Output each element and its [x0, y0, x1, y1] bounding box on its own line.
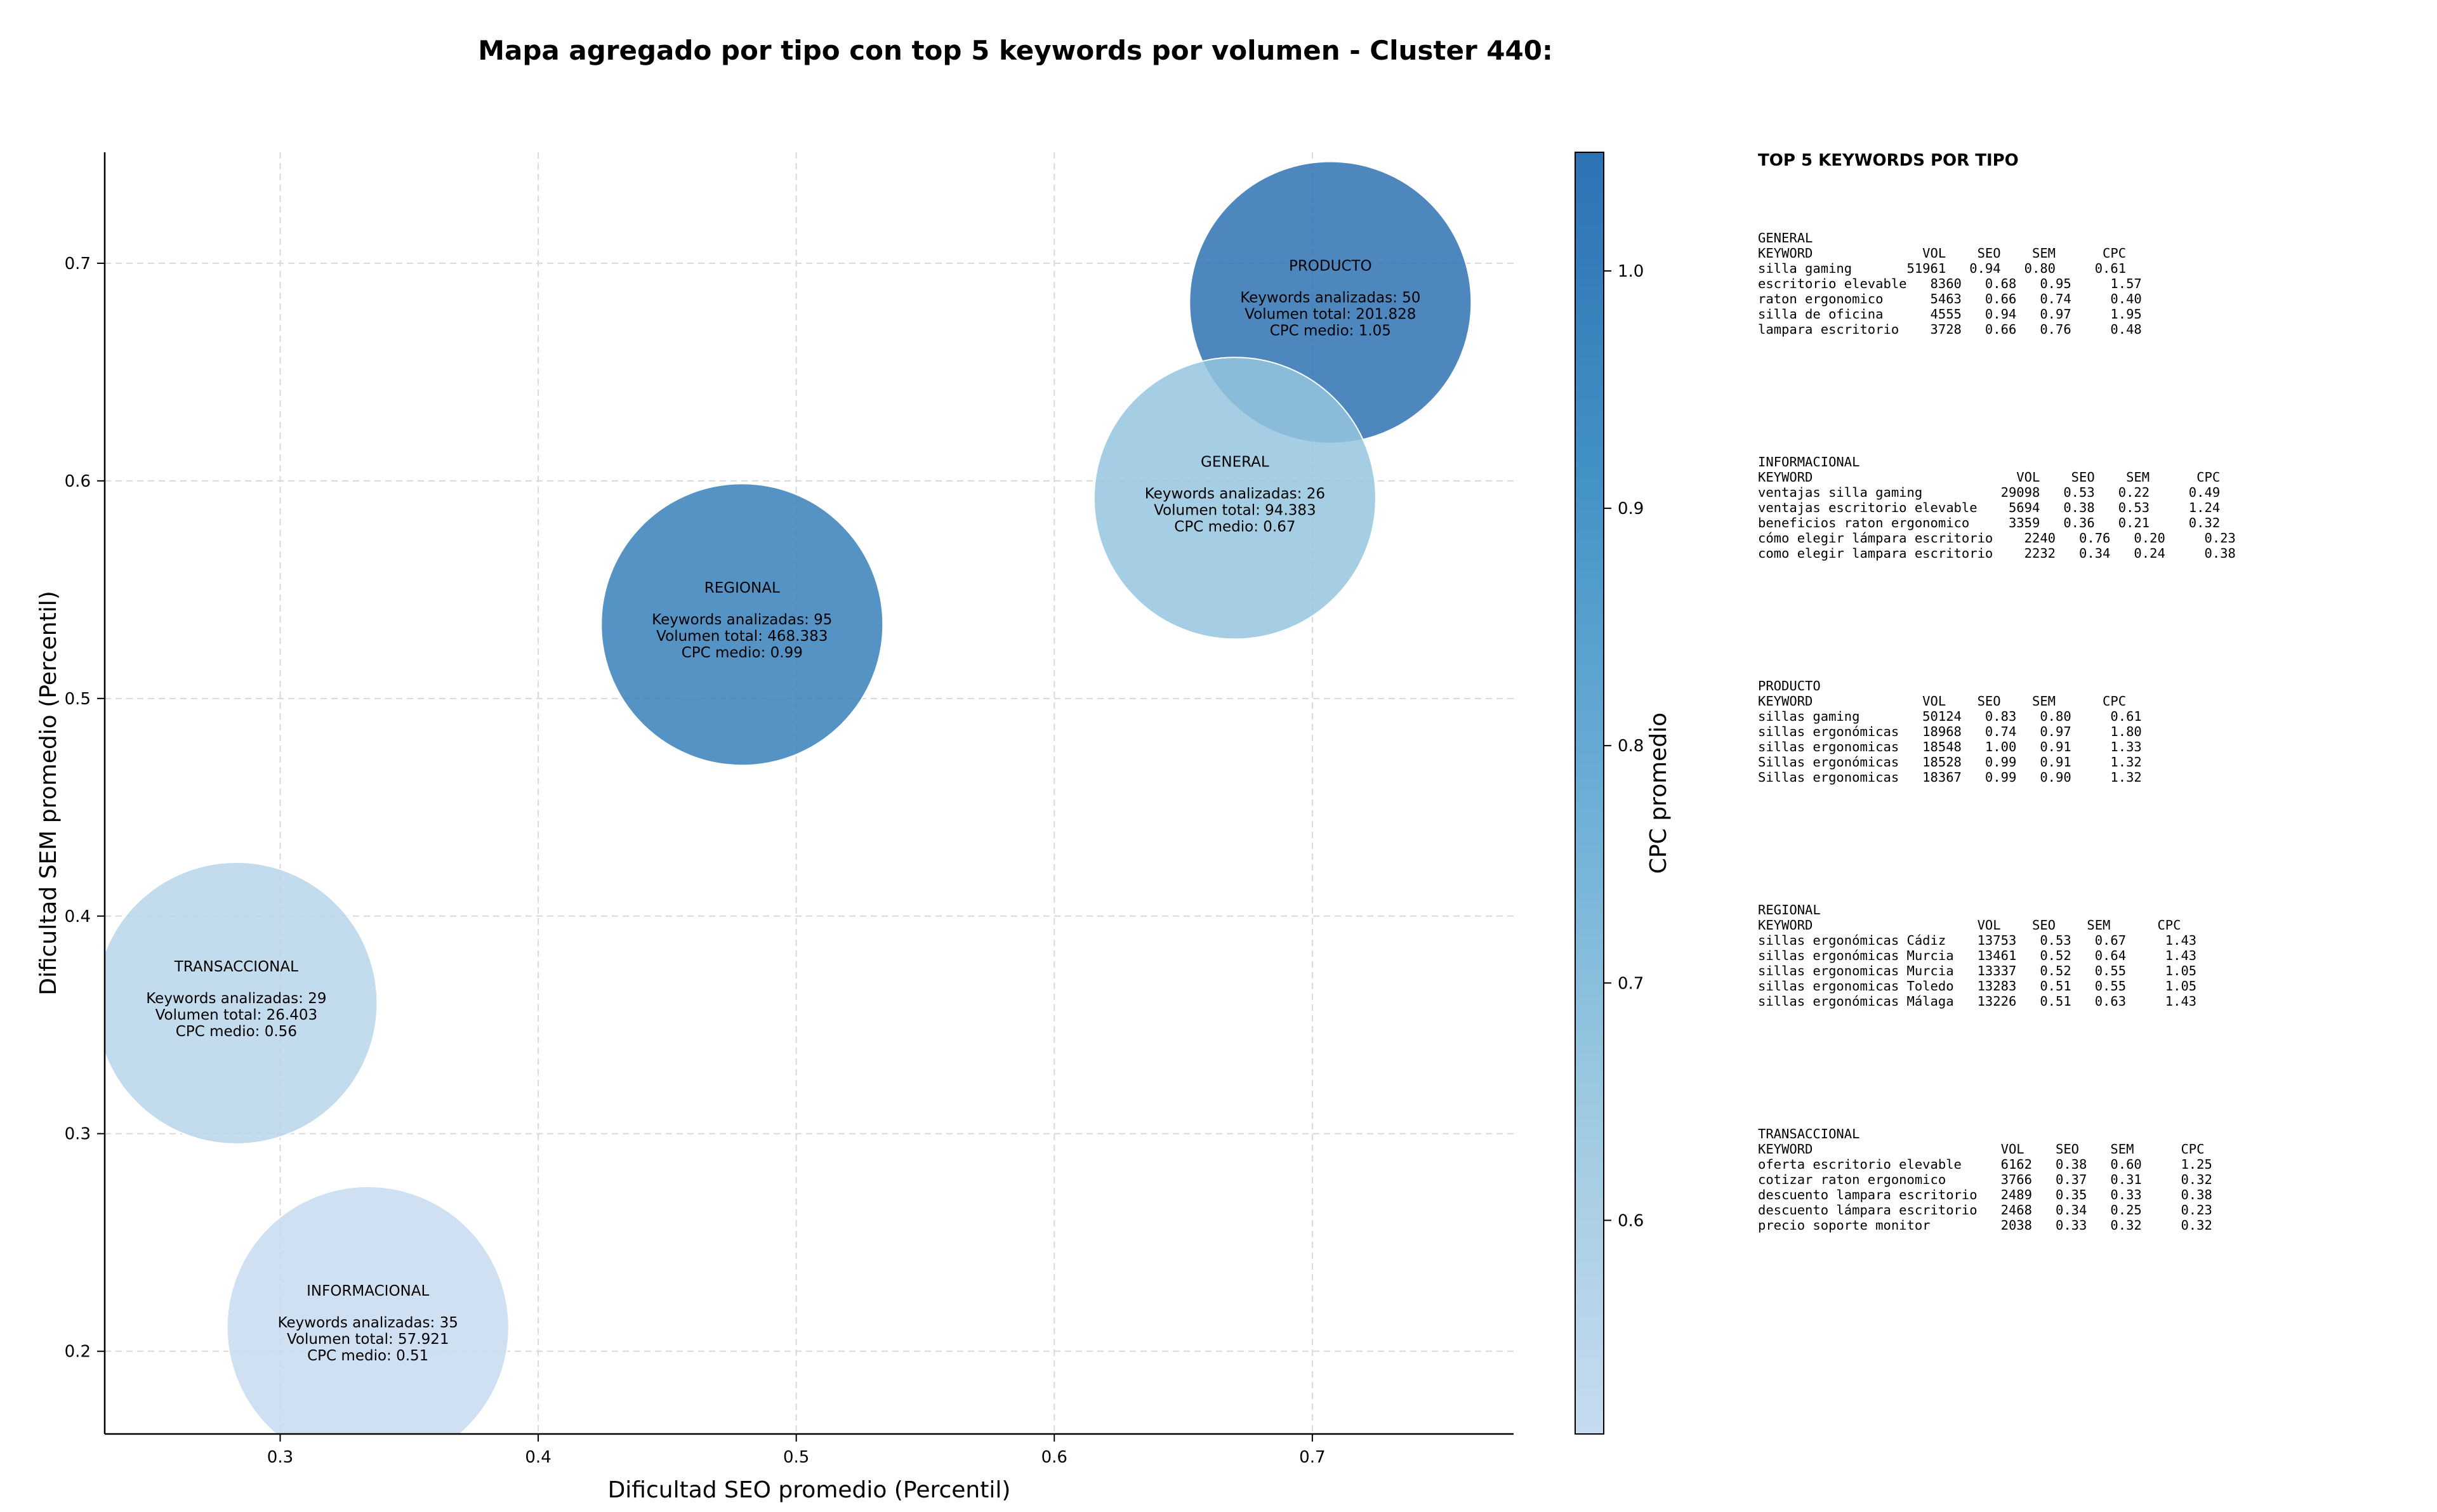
- colorbar-gradient: [1575, 152, 1604, 1435]
- colorbar-tick-label: 0.9: [1618, 499, 1644, 518]
- y-axis-label: Dificultad SEM promedio (Percentil): [36, 591, 62, 996]
- bubble-keywords-label: Keywords analizadas: 35: [278, 1315, 458, 1331]
- bubble-volume-label: Volumen total: 94.383: [1154, 502, 1316, 518]
- bubble-type-label: REGIONAL: [704, 580, 780, 596]
- bubble-regional: [600, 483, 884, 766]
- top-keywords-panel: TOP 5 KEYWORDS POR TIPO GENERAL KEYWORD …: [1758, 151, 2424, 1233]
- bubble-cpc-label: CPC medio: 0.99: [682, 645, 803, 661]
- bubble-cpc-label: CPC medio: 0.51: [307, 1348, 428, 1364]
- x-tick-label: 0.6: [1041, 1448, 1067, 1467]
- colorbar-label: CPC promedio: [1646, 713, 1672, 874]
- bubble-cpc-label: CPC medio: 0.56: [176, 1023, 297, 1040]
- bubble-keywords-label: Keywords analizadas: 26: [1145, 485, 1325, 502]
- keyword-table: GENERAL KEYWORD VOL SEO SEM CPC silla ga…: [1758, 230, 2142, 337]
- grid-lines: [105, 152, 1514, 1434]
- bubble-cpc-label: CPC medio: 0.67: [1174, 518, 1295, 535]
- chart-title: Mapa agregado por tipo con top 5 keyword…: [478, 35, 1553, 66]
- axes: 0.3 0.4 0.5 0.6 0.7 0.2 0.3 0.4 0.5 0.6 0.7 Dificul…: [36, 152, 1514, 1503]
- bubble-volume-label: Volumen total: 468.383: [656, 628, 828, 645]
- keyword-table: TRANSACCIONAL KEYWORD VOL SEO SEM CPC of…: [1758, 1126, 2212, 1233]
- x-tick-label: 0.5: [783, 1448, 809, 1467]
- bubble-volume-label: Volumen total: 57.921: [287, 1331, 449, 1348]
- bubble-cpc-label: CPC medio: 1.05: [1270, 323, 1391, 339]
- keyword-table: PRODUCTO KEYWORD VOL SEO SEM CPC sillas …: [1758, 678, 2142, 785]
- keyword-table: INFORMACIONAL KEYWORD VOL SEO SEM CPC ve…: [1758, 454, 2236, 561]
- colorbar-tick-label: 0.7: [1618, 974, 1644, 993]
- bubble-keywords-label: Keywords analizadas: 50: [1240, 290, 1420, 306]
- bubble-keywords-label: Keywords analizadas: 29: [146, 990, 326, 1007]
- colorbar-tick-label: 0.6: [1618, 1211, 1644, 1230]
- y-tick-label: 0.4: [65, 907, 91, 926]
- bubbles: [105, 161, 1472, 1434]
- x-axis-label: Dificultad SEO promedio (Percentil): [608, 1477, 1011, 1503]
- keyword-block-regional: REGIONAL KEYWORD VOL SEO SEM CPC sillas …: [1758, 902, 2196, 1009]
- colorbar-tick-label: 0.8: [1618, 737, 1644, 756]
- bubble-general: [1093, 357, 1377, 640]
- x-tick-label: 0.4: [525, 1448, 551, 1467]
- bubble-type-label: GENERAL: [1201, 454, 1269, 470]
- y-tick-label: 0.7: [65, 254, 91, 273]
- colorbar-tick-label: 1.0: [1618, 262, 1644, 281]
- bubble-type-label: INFORMACIONAL: [307, 1283, 429, 1299]
- bubble-keywords-label: Keywords analizadas: 95: [652, 612, 832, 628]
- keyword-block-informacional: INFORMACIONAL KEYWORD VOL SEO SEM CPC ve…: [1758, 454, 2236, 561]
- keyword-block-general: GENERAL KEYWORD VOL SEO SEM CPC silla ga…: [1758, 230, 2142, 337]
- y-tick-label: 0.6: [65, 472, 91, 491]
- y-tick-label: 0.3: [65, 1125, 91, 1144]
- keyword-block-producto: PRODUCTO KEYWORD VOL SEO SEM CPC sillas …: [1758, 678, 2142, 785]
- bubble-transaccional: [105, 862, 378, 1145]
- bubble-informacional: [226, 1186, 510, 1434]
- y-tick-label: 0.2: [65, 1343, 91, 1362]
- panel-title: TOP 5 KEYWORDS POR TIPO: [1758, 151, 2019, 170]
- y-tick-label: 0.5: [65, 690, 91, 709]
- bubble-type-label: PRODUCTO: [1289, 258, 1372, 275]
- bubble-volume-label: Volumen total: 201.828: [1245, 306, 1416, 323]
- x-tick-label: 0.7: [1299, 1448, 1325, 1467]
- bubble-volume-label: Volumen total: 26.403: [155, 1007, 318, 1023]
- x-tick-label: 0.3: [267, 1448, 293, 1467]
- keyword-table: REGIONAL KEYWORD VOL SEO SEM CPC sillas …: [1758, 902, 2197, 1009]
- keyword-block-transaccional: TRANSACCIONAL KEYWORD VOL SEO SEM CPC of…: [1758, 1126, 2212, 1233]
- bubble-type-label: TRANSACCIONAL: [174, 959, 298, 975]
- colorbar: 0.6 0.7 0.8 0.9 1.0 CPC promedio: [1575, 152, 1672, 1435]
